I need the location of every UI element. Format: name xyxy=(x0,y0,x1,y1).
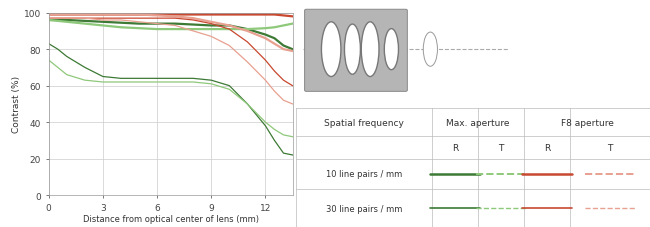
X-axis label: Distance from optical center of lens (mm): Distance from optical center of lens (mm… xyxy=(83,215,259,224)
Text: 30 line pairs / mm: 30 line pairs / mm xyxy=(326,204,402,213)
Ellipse shape xyxy=(361,23,379,77)
Text: Spatial frequency: Spatial frequency xyxy=(324,118,404,127)
Text: 10 line pairs / mm: 10 line pairs / mm xyxy=(326,170,402,179)
Text: Max. aperture: Max. aperture xyxy=(447,118,510,127)
Ellipse shape xyxy=(322,23,341,77)
FancyBboxPatch shape xyxy=(305,10,408,92)
Text: T: T xyxy=(499,143,504,152)
Text: R: R xyxy=(452,143,458,152)
Ellipse shape xyxy=(384,30,398,70)
Text: T: T xyxy=(608,143,613,152)
Ellipse shape xyxy=(344,25,360,75)
Y-axis label: Contrast (%): Contrast (%) xyxy=(12,76,21,133)
Text: R: R xyxy=(544,143,551,152)
Text: F8 aperture: F8 aperture xyxy=(561,118,614,127)
Ellipse shape xyxy=(423,33,437,67)
